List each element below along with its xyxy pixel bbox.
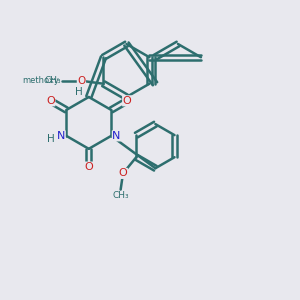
Text: H: H [76, 87, 83, 97]
Text: O: O [118, 168, 127, 178]
Text: O: O [46, 96, 55, 106]
Text: N: N [112, 131, 121, 141]
Text: methoxy: methoxy [22, 76, 59, 85]
Text: CH₃: CH₃ [44, 76, 61, 85]
Text: O: O [84, 162, 93, 172]
Text: CH₃: CH₃ [112, 191, 129, 200]
Text: O: O [123, 96, 131, 106]
Text: O: O [77, 76, 86, 86]
Text: H: H [47, 134, 55, 144]
Text: N: N [57, 131, 65, 141]
